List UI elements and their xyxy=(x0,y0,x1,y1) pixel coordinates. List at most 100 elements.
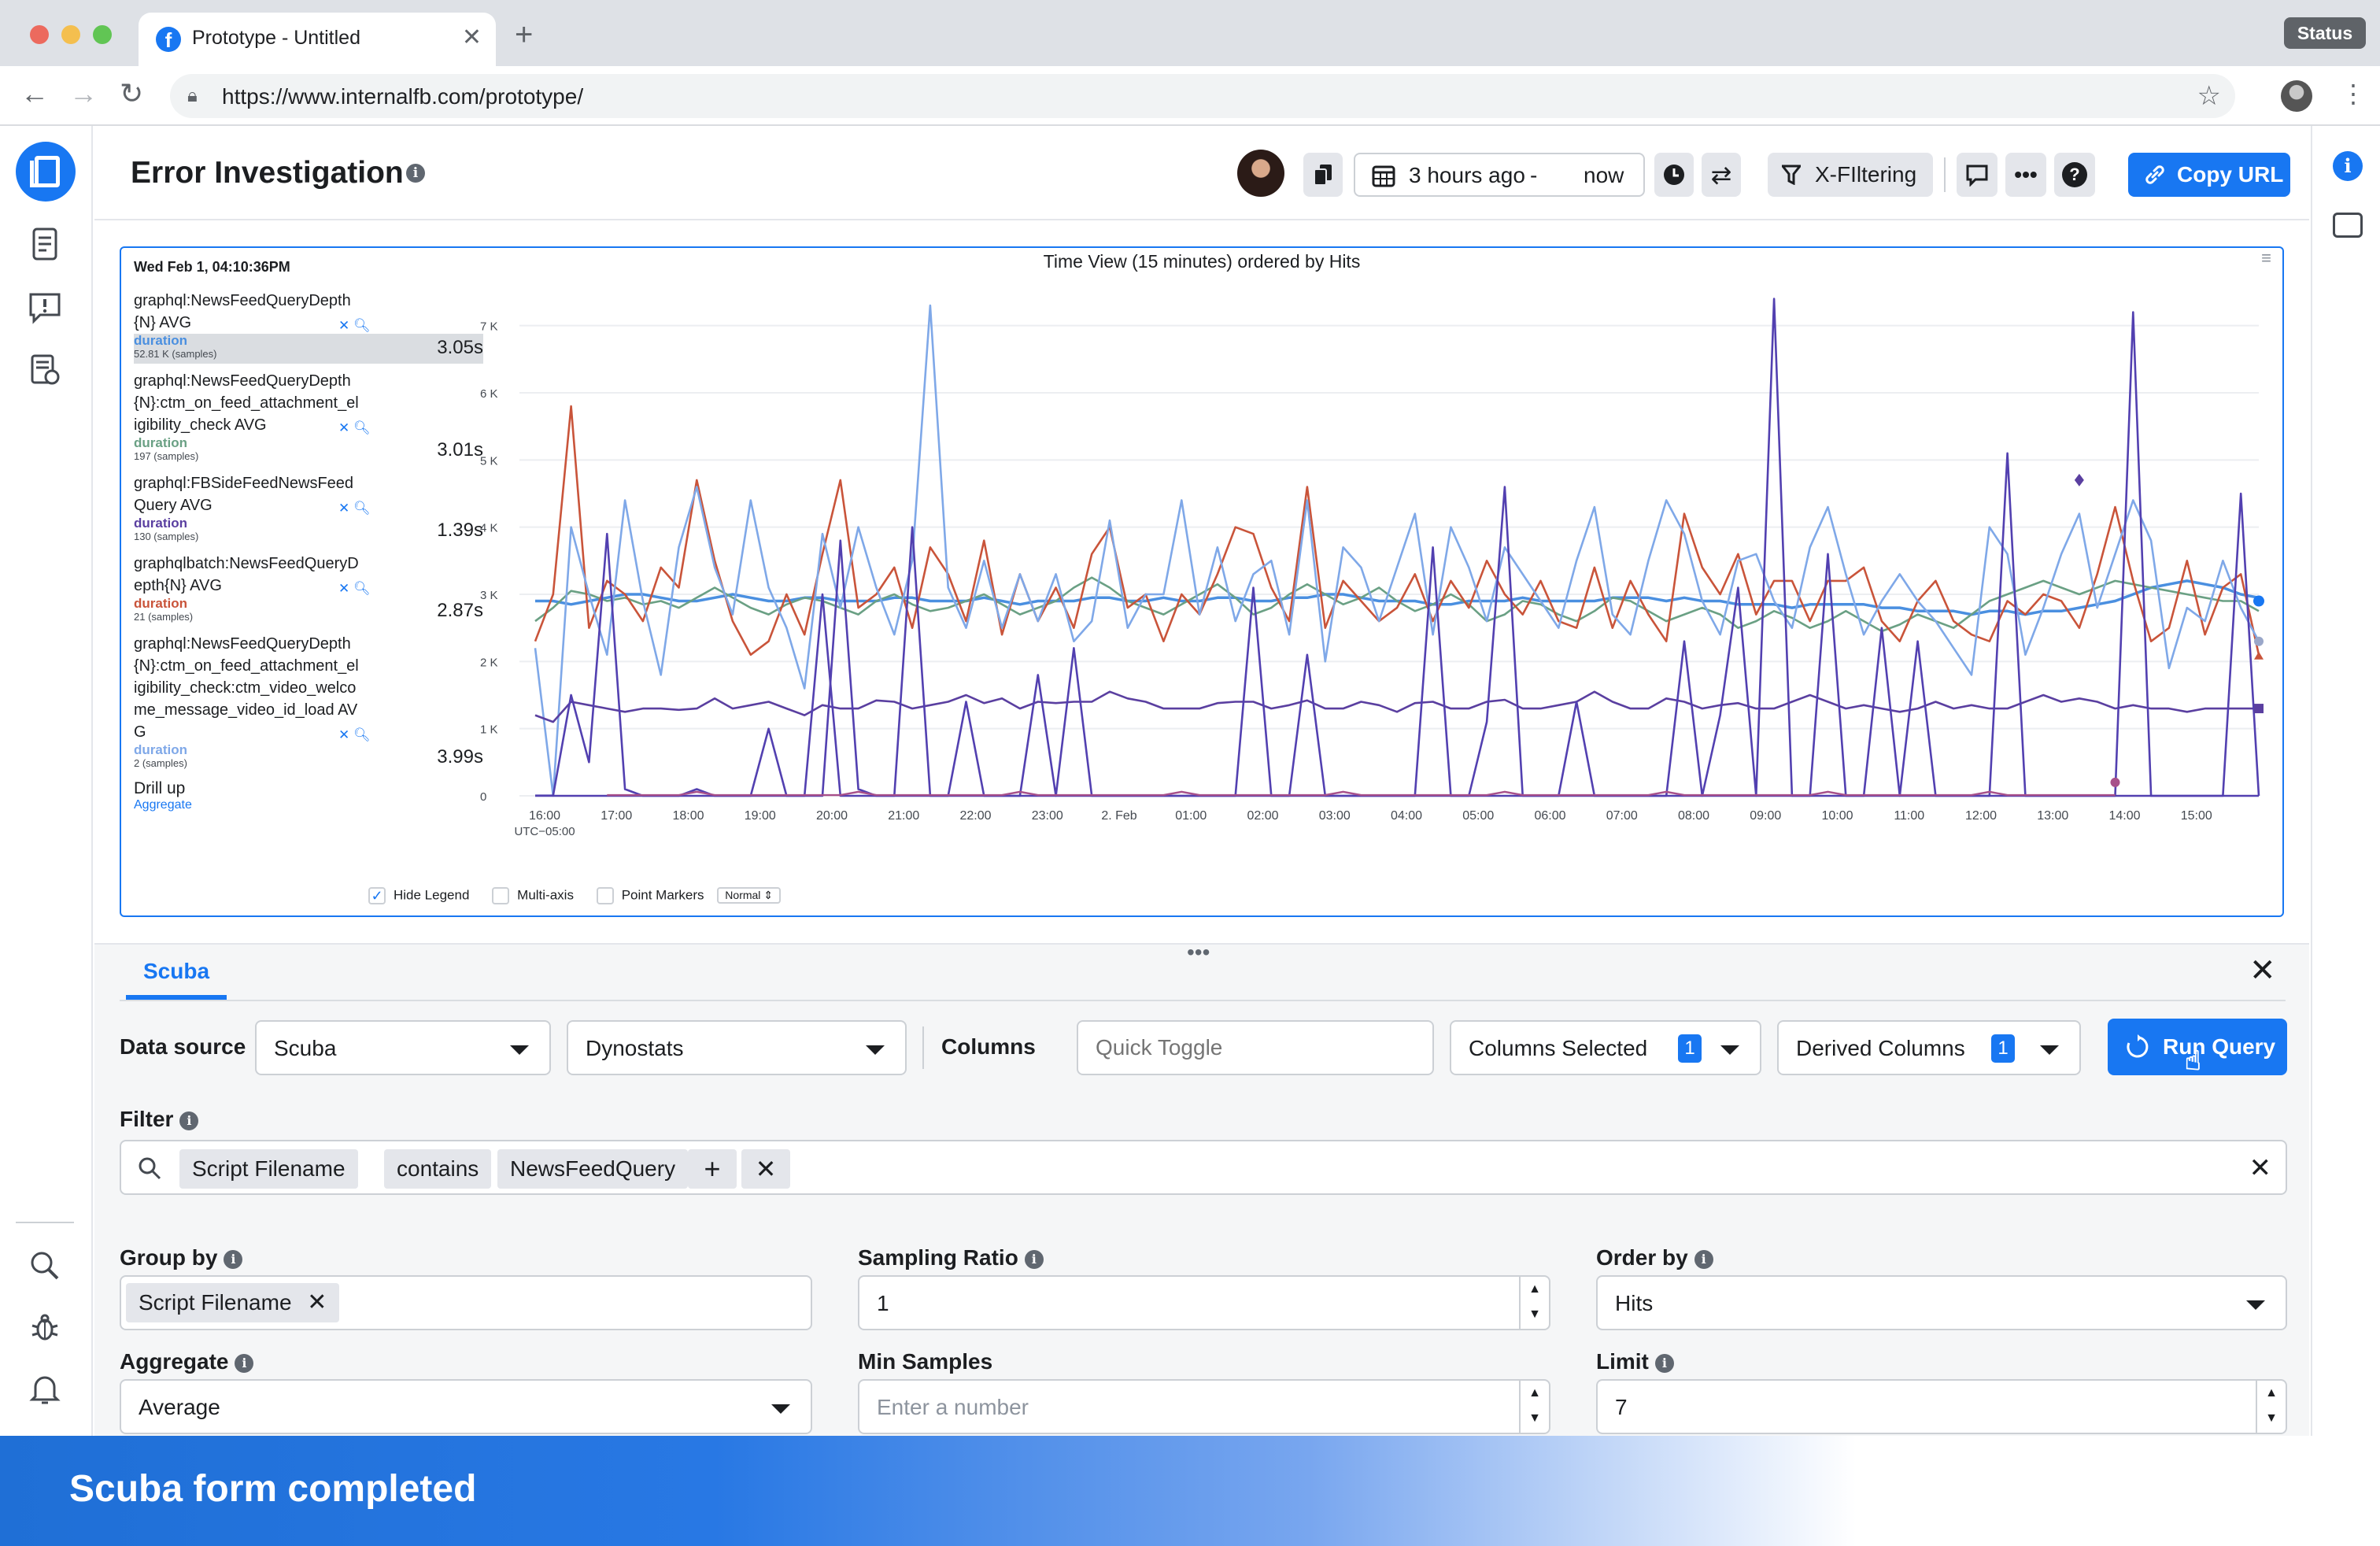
x-filtering-button[interactable]: X-FIltering xyxy=(1768,153,1933,197)
bug-icon[interactable] xyxy=(25,1310,65,1349)
columns-selected-select[interactable]: Columns Selected 1 xyxy=(1450,1020,1761,1075)
display-mode-select[interactable]: Normal ⇕ xyxy=(717,887,782,904)
legend-value: 3.05s xyxy=(437,337,483,358)
remove-chip-icon[interactable]: ✕ xyxy=(307,1289,327,1315)
app-logo-icon[interactable] xyxy=(16,142,76,202)
data-source-select[interactable]: Scuba xyxy=(255,1020,551,1075)
forward-arrow-icon[interactable]: → xyxy=(69,77,98,109)
user-avatar[interactable] xyxy=(1237,150,1284,197)
minimize-window-dot[interactable] xyxy=(61,25,80,44)
document-icon[interactable] xyxy=(25,227,65,266)
point-markers-checkbox[interactable] xyxy=(596,887,614,904)
caption-text: Scuba form completed xyxy=(69,1468,477,1510)
help-button[interactable]: ? xyxy=(2054,153,2095,197)
data-source-label: Data source xyxy=(120,1034,246,1059)
group-by-input[interactable]: Script Filename ✕ xyxy=(120,1275,812,1330)
close-panel-icon[interactable]: ✕ xyxy=(2249,953,2276,988)
legend-item[interactable]: graphql:NewsFeedQueryDepth{N}:ctm_on_fee… xyxy=(134,370,483,466)
group-by-chip[interactable]: Script Filename ✕ xyxy=(126,1283,340,1322)
comment-icon[interactable] xyxy=(2333,213,2363,238)
remove-search-icons[interactable]: ✕ 🔍︎ xyxy=(338,318,371,333)
tab-scuba[interactable]: Scuba xyxy=(126,956,227,1000)
y-tick-label: 7 K xyxy=(480,320,498,334)
sampling-ratio-input[interactable]: 1 ▲ ▼ xyxy=(858,1275,1550,1330)
bell-icon[interactable] xyxy=(25,1371,65,1411)
multi-axis-checkbox[interactable] xyxy=(492,887,510,904)
title-info-icon[interactable]: i xyxy=(406,164,425,183)
filter-input[interactable]: Script Filename contains NewsFeedQuery +… xyxy=(120,1140,2287,1195)
legend-value: 2.87s xyxy=(437,600,483,621)
limit-input[interactable]: 7 ▲ ▼ xyxy=(1596,1379,2287,1434)
clock-button[interactable] xyxy=(1654,153,1694,197)
filter-chip-operator[interactable]: contains xyxy=(384,1149,492,1189)
legend-series-name: graphql:NewsFeedQueryDepth{N}:ctm_on_fee… xyxy=(134,635,359,741)
info-icon[interactable]: i xyxy=(1024,1249,1044,1269)
browser-tab[interactable]: f Prototype - Untitled ✕ xyxy=(139,13,496,66)
number-stepper[interactable]: ▲ ▼ xyxy=(1519,1381,1549,1433)
close-tab-icon[interactable]: ✕ xyxy=(461,24,482,50)
status-badge[interactable]: Status xyxy=(2284,17,2366,49)
bookmark-star-icon[interactable]: ☆ xyxy=(2197,81,2221,111)
order-by-select[interactable]: Hits xyxy=(1596,1275,2287,1330)
profile-avatar[interactable] xyxy=(2281,80,2312,112)
filter-chip-column[interactable]: Script Filename xyxy=(179,1149,358,1189)
maximize-window-dot[interactable] xyxy=(93,25,112,44)
info-icon[interactable]: i xyxy=(224,1249,243,1269)
close-window-dot[interactable] xyxy=(30,25,49,44)
new-tab-icon[interactable]: + xyxy=(515,17,534,52)
resize-grip-icon[interactable]: ••• xyxy=(1187,940,1210,964)
remove-search-icons[interactable]: ✕ 🔍︎ xyxy=(338,727,371,742)
derived-columns-select[interactable]: Derived Columns 1 xyxy=(1777,1020,2081,1075)
number-stepper[interactable]: ▲ ▼ xyxy=(1519,1277,1549,1329)
x-tick-label: 18:00 xyxy=(672,809,704,823)
remove-filter-icon[interactable]: ✕ xyxy=(741,1149,790,1189)
info-icon[interactable]: i xyxy=(179,1111,199,1130)
chart-menu-icon[interactable]: ≡ xyxy=(2261,248,2271,268)
info-icon[interactable]: i xyxy=(2333,151,2363,181)
add-filter-icon[interactable]: + xyxy=(688,1149,737,1189)
comment-button[interactable] xyxy=(1957,153,1998,197)
copy-pages-button[interactable] xyxy=(1303,153,1343,197)
legend-value-row: ✕ 🔍︎ duration 130 (samples) 1.39s xyxy=(134,501,483,546)
min-samples-label: Min Samples xyxy=(858,1349,993,1374)
remove-search-icons[interactable]: ✕ 🔍︎ xyxy=(338,501,371,516)
more-options-button[interactable]: ••• xyxy=(2005,153,2046,197)
legend-item[interactable]: graphql:FBSideFeedNewsFeedQuery AVG ✕ 🔍︎ d… xyxy=(134,472,483,546)
legend-samples: 21 (samples) xyxy=(134,611,194,623)
info-icon[interactable]: i xyxy=(1654,1353,1674,1373)
x-tick-label: 23:00 xyxy=(1032,809,1063,823)
aggregate-link[interactable]: Aggregate xyxy=(134,798,192,812)
filter-chip-value[interactable]: NewsFeedQuery xyxy=(497,1149,689,1189)
swap-button[interactable]: ⇄ xyxy=(1702,153,1741,197)
aggregate-select[interactable]: Average xyxy=(120,1379,812,1434)
quick-toggle-input[interactable] xyxy=(1077,1020,1434,1075)
time-range-picker[interactable]: 3 hours ago - now xyxy=(1354,153,1645,197)
display-mode-value: Normal xyxy=(725,889,761,902)
number-stepper[interactable]: ▲ ▼ xyxy=(2256,1381,2286,1433)
hide-legend-checkbox[interactable]: ✓ xyxy=(368,887,386,904)
legend-metric: duration xyxy=(134,596,187,611)
x-tick-label: 08:00 xyxy=(1678,809,1709,823)
swap-arrows-icon: ⇄ xyxy=(1710,161,1732,189)
remove-search-icons[interactable]: ✕ 🔍︎ xyxy=(338,420,371,435)
copy-url-button[interactable]: Copy URL xyxy=(2128,153,2290,197)
chart-card: Time View (15 minutes) ordered by Hits ≡… xyxy=(120,246,2284,917)
clear-filter-icon[interactable]: ✕ xyxy=(2249,1153,2272,1183)
url-field[interactable]: 🔒︎ https://www.internalfb.com/prototype/… xyxy=(170,74,2235,118)
remove-search-icons[interactable]: ✕ 🔍︎ xyxy=(338,581,371,596)
legend-samples: 130 (samples) xyxy=(134,531,199,542)
info-icon[interactable]: i xyxy=(1694,1249,1713,1269)
report-settings-icon[interactable] xyxy=(25,353,65,392)
legend-item[interactable]: graphql:NewsFeedQueryDepth{N} AVG ✕ 🔍︎ dur… xyxy=(134,290,483,364)
run-query-button[interactable]: Run Query ☝︎ xyxy=(2108,1019,2287,1076)
dataset-select[interactable]: Dynostats xyxy=(567,1020,907,1075)
legend-item[interactable]: graphql:NewsFeedQueryDepth{N}:ctm_on_fee… xyxy=(134,633,483,773)
reload-icon[interactable]: ↻ xyxy=(120,77,144,109)
info-icon[interactable]: i xyxy=(235,1353,254,1373)
legend-item[interactable]: graphqlbatch:NewsFeedQueryDepth{N} AVG ✕ … xyxy=(134,553,483,627)
back-arrow-icon[interactable]: ← xyxy=(20,77,49,109)
browser-menu-icon[interactable]: ⋮ xyxy=(2341,80,2366,108)
search-icon[interactable] xyxy=(25,1248,65,1288)
alert-message-icon[interactable] xyxy=(25,290,65,329)
min-samples-input[interactable]: Enter a number ▲ ▼ xyxy=(858,1379,1550,1434)
